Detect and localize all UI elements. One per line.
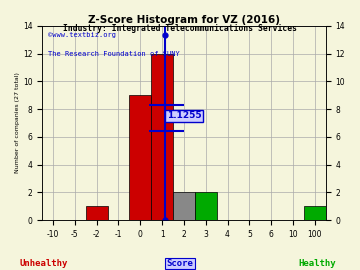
Y-axis label: Number of companies (27 total): Number of companies (27 total): [15, 72, 20, 173]
Text: Unhealthy: Unhealthy: [19, 259, 67, 268]
Text: Industry: Integrated Telecommunications Services: Industry: Integrated Telecommunications …: [63, 24, 297, 33]
Bar: [173, 192, 195, 220]
Bar: [151, 53, 173, 220]
Bar: [129, 95, 151, 220]
Text: ©www.textbiz.org: ©www.textbiz.org: [48, 32, 116, 38]
Text: The Research Foundation of SUNY: The Research Foundation of SUNY: [48, 51, 180, 57]
Title: Z-Score Histogram for VZ (2016): Z-Score Histogram for VZ (2016): [88, 15, 280, 25]
Bar: [195, 192, 217, 220]
Text: Score: Score: [167, 259, 193, 268]
Text: 1.1255: 1.1255: [167, 112, 202, 120]
Bar: [304, 206, 326, 220]
Bar: [86, 206, 108, 220]
Text: Healthy: Healthy: [298, 259, 336, 268]
